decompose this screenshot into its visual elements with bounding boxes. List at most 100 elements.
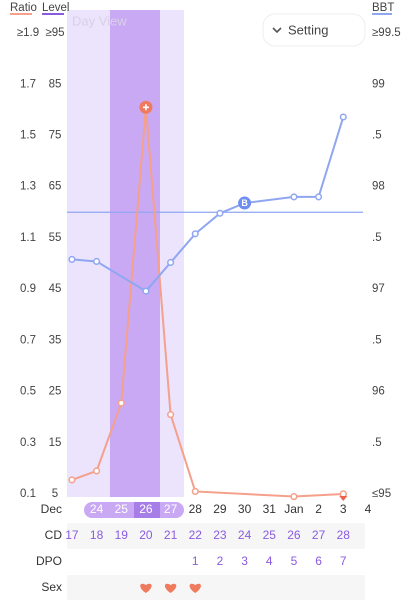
setting-label: Setting	[288, 22, 328, 37]
point	[191, 230, 199, 238]
ratio-tick-label: 0.5	[20, 386, 36, 398]
date: 24	[90, 502, 104, 516]
level-tick-label: 5	[52, 488, 58, 500]
level-tick-label: 75	[49, 129, 62, 141]
level-tick-label: 35	[49, 334, 62, 346]
ratio-swatch	[10, 13, 32, 15]
point	[315, 193, 323, 201]
bbt-title: BBT	[372, 2, 394, 14]
series-line	[71, 116, 345, 293]
point	[93, 257, 101, 266]
bbt-tick-label: 98	[372, 181, 385, 193]
row-value: 23	[213, 528, 227, 542]
level-tick-label: 25	[49, 386, 62, 398]
point	[191, 487, 199, 495]
row-value: 5	[291, 554, 298, 568]
setting-button[interactable]: Setting	[262, 13, 366, 47]
ratio-tick-label: ≥1.9	[17, 27, 39, 39]
level-title: Level	[42, 2, 70, 14]
row-label: CD	[45, 528, 63, 542]
bbt-tick-label: .5	[372, 232, 382, 244]
date: 30	[238, 502, 252, 516]
point-flag	[339, 496, 348, 501]
view-label[interactable]: Day View	[72, 13, 127, 28]
point	[117, 399, 125, 407]
level-tick-label: 85	[49, 78, 62, 90]
ratio-tick-label: 0.1	[20, 488, 36, 500]
ratio-tick-label: 0.7	[20, 334, 36, 346]
date: 2	[315, 502, 322, 516]
point	[167, 411, 175, 419]
row-value: 3	[241, 554, 248, 568]
row-value: 21	[164, 528, 178, 542]
row-label: DPO	[36, 554, 62, 568]
row-value: 25	[263, 528, 277, 542]
row-value: 7	[340, 554, 347, 568]
row-value: 24	[238, 528, 252, 542]
heart	[189, 583, 201, 593]
point	[68, 476, 76, 484]
date: 28	[189, 502, 203, 516]
bbt-tick-label: 99	[372, 78, 385, 90]
row-value: 4	[266, 554, 273, 568]
row-value: 27	[312, 528, 326, 542]
bbt-tick-label: ≤95	[372, 488, 391, 500]
point	[290, 493, 298, 501]
level-tick-label: ≥95	[45, 27, 64, 39]
row-value: 20	[139, 528, 153, 542]
heart	[164, 583, 177, 593]
date: 4	[365, 502, 372, 516]
series-line	[71, 107, 344, 498]
level-swatch	[42, 13, 64, 15]
row-value: 22	[189, 528, 203, 542]
bbt-tick-label: .5	[372, 437, 382, 449]
row-value: 2	[217, 554, 224, 568]
date: 3	[340, 502, 347, 516]
ratio-tick-label: 1.3	[20, 181, 36, 193]
bbt-swatch	[372, 13, 392, 15]
point	[339, 113, 347, 121]
bbt-tick-label: ≥99.5	[372, 27, 401, 39]
row-value: 18	[90, 528, 104, 542]
row-value: 26	[287, 528, 301, 542]
ratio-tick-label: 0.9	[20, 283, 36, 295]
point	[93, 467, 101, 475]
point	[68, 255, 76, 263]
level-tick-label: 65	[49, 181, 62, 193]
row-bg	[67, 523, 365, 549]
heart	[140, 583, 152, 593]
ratio-tick-label: 1.1	[20, 232, 36, 244]
bbt-marker	[238, 196, 252, 210]
date: 27	[164, 502, 178, 516]
peak-plus	[142, 104, 149, 111]
level-tick-label: 45	[49, 283, 62, 295]
row-bg	[67, 575, 365, 600]
bbt-tick-label: .5	[372, 129, 382, 141]
ratio-tick-label: 0.3	[20, 437, 36, 449]
ratio-tick-label: 1.7	[20, 78, 36, 90]
date: 31	[263, 502, 277, 516]
date: Jan	[284, 502, 303, 516]
bbt-marker-label: B	[241, 198, 248, 208]
row-value: 1	[192, 554, 199, 568]
date: 25	[115, 502, 129, 516]
row-label: Dec	[41, 502, 62, 516]
bbt-tick-label: 96	[372, 386, 385, 398]
peak-window	[110, 10, 160, 497]
point	[142, 287, 150, 295]
ratio-tick-label: 1.5	[20, 129, 36, 141]
bbt-tick-label: 97	[372, 283, 385, 295]
date: 29	[213, 502, 227, 516]
point	[167, 258, 175, 267]
date-pill-peak	[134, 502, 160, 518]
bbt-tick-label: .5	[372, 334, 382, 346]
button-bg	[262, 13, 366, 47]
point	[216, 209, 224, 217]
date: 26	[139, 502, 153, 516]
point	[290, 193, 298, 201]
ratio-title: Ratio	[10, 2, 37, 14]
row-value: 19	[115, 528, 129, 542]
row-value: 28	[337, 528, 351, 542]
chevron	[272, 27, 282, 34]
